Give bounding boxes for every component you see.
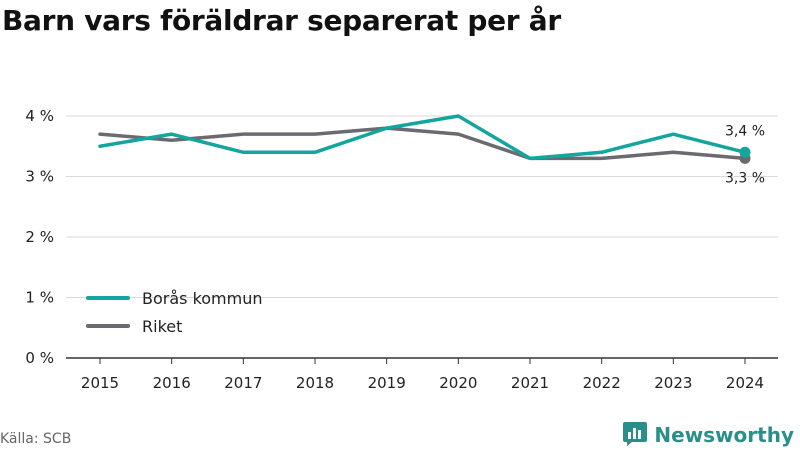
y-tick-label: 4 % (25, 107, 54, 125)
x-tick-label: 2017 (224, 374, 262, 392)
legend-label-boras: Borås kommun (142, 289, 263, 308)
end-label-riket: 3,3 % (725, 170, 765, 186)
y-axis-ticks: 0 % 1 % 2 % 3 % 4 % (25, 107, 54, 367)
brand-name: Newsworthy (654, 423, 794, 447)
end-label-boras: 3,4 % (725, 123, 765, 139)
x-tick-label: 2019 (368, 374, 406, 392)
end-point-boras (739, 146, 751, 158)
series-line-riket (98, 126, 747, 161)
x-axis-ticks: 2015 2016 2017 2018 2019 2020 2021 2022 2023 2024 (81, 358, 764, 392)
legend-label-riket: Riket (142, 317, 182, 336)
newsworthy-logo-icon (622, 420, 648, 450)
x-tick-label: 2018 (296, 374, 334, 392)
line-chart: 0 % 1 % 2 % 3 % 4 % 2015 2016 2017 2018 2019 2020… (25, 107, 778, 392)
gridlines (66, 115, 778, 359)
y-tick-label: 2 % (25, 228, 54, 246)
y-tick-label: 0 % (25, 349, 54, 367)
series-lines (98, 114, 751, 164)
legend: Borås kommun Riket (86, 289, 263, 336)
x-tick-label: 2022 (583, 374, 621, 392)
x-tick-label: 2016 (153, 374, 191, 392)
source-note: Källa: SCB (0, 431, 72, 447)
x-tick-label: 2020 (439, 374, 477, 392)
x-tick-label: 2023 (654, 374, 692, 392)
y-tick-label: 1 % (25, 289, 54, 307)
x-tick-label: 2021 (511, 374, 549, 392)
series-line-boras (98, 114, 747, 161)
chart-title: Barn vars föräldrar separerat per år (2, 4, 561, 37)
x-tick-label: 2015 (81, 374, 119, 392)
brand-logo: Newsworthy (622, 420, 794, 450)
end-labels: 3,4 % 3,3 % (725, 123, 765, 186)
y-tick-label: 3 % (25, 168, 54, 186)
x-tick-label: 2024 (726, 374, 764, 392)
